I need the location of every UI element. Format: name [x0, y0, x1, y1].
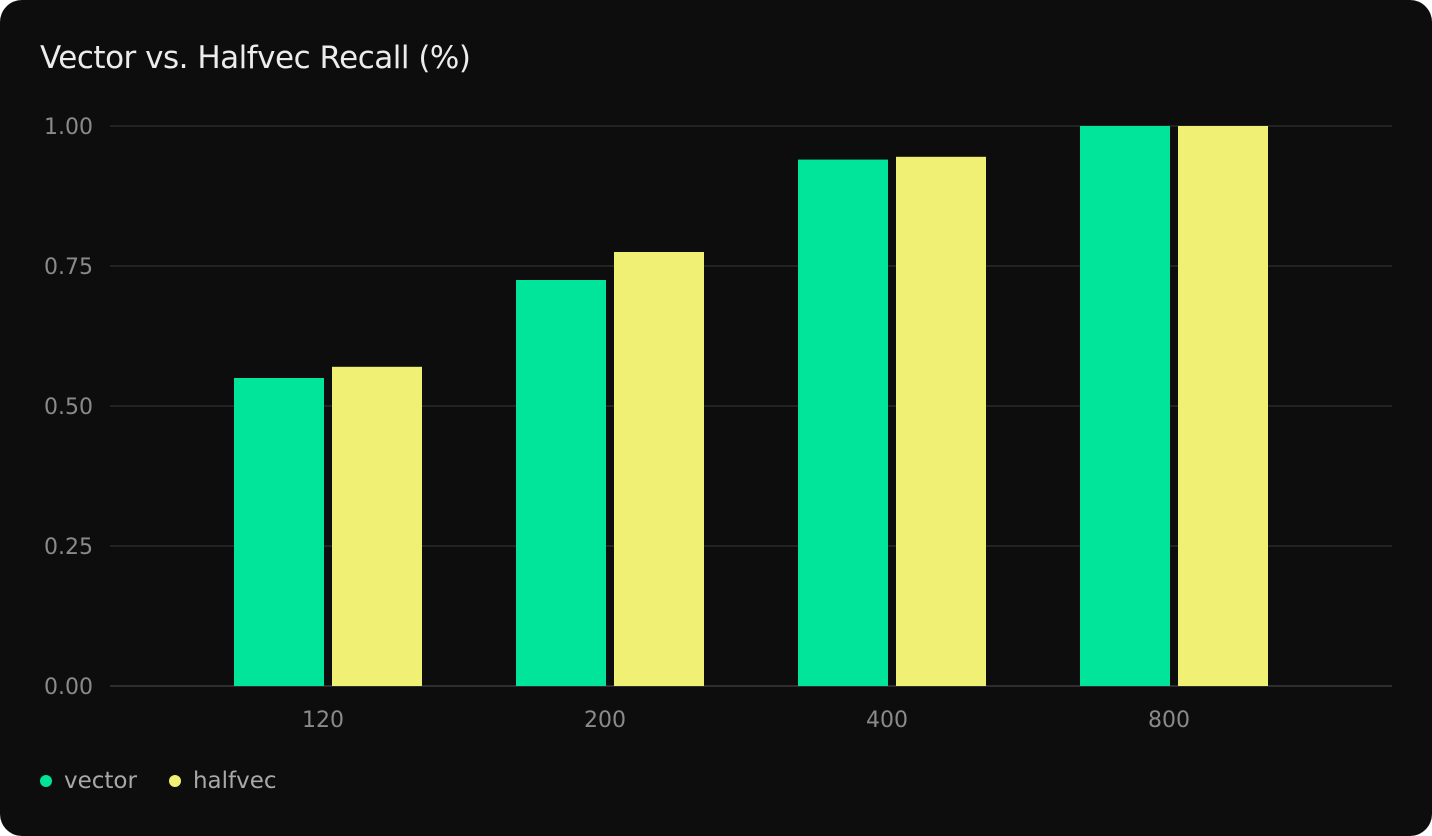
x-tick-label: 800 [1148, 708, 1190, 733]
legend-item-vector[interactable]: vector [40, 768, 137, 794]
bar-vector-120 [234, 378, 324, 686]
legend-item-halfvec[interactable]: halfvec [168, 768, 277, 794]
y-tick-label: 0.50 [44, 395, 93, 420]
legend-dot-halfvec [168, 775, 181, 787]
x-tick-label: 120 [302, 708, 344, 733]
legend-label-vector: vector [64, 768, 137, 794]
bar-halfvec-200 [614, 252, 704, 686]
bar-vector-800 [1080, 126, 1170, 686]
x-tick-label: 200 [584, 708, 626, 733]
bar-halfvec-120 [332, 366, 422, 686]
bar-vector-200 [516, 280, 606, 686]
legend-label-halfvec: halfvec [192, 768, 277, 794]
bar-halfvec-800 [1178, 126, 1268, 686]
y-tick-label: 1.00 [44, 115, 93, 140]
y-tick-label: 0.00 [44, 675, 93, 700]
bar-halfvec-400 [896, 156, 986, 687]
legend: vector halfvec [40, 768, 277, 794]
x-tick-label: 400 [866, 708, 908, 733]
y-tick-label: 0.25 [44, 535, 93, 560]
legend-dot-vector [40, 775, 52, 787]
chart-title: Vector vs. Halfvec Recall (%) [40, 40, 471, 76]
y-tick-label: 0.75 [44, 255, 93, 280]
bar-vector-400 [798, 159, 888, 687]
